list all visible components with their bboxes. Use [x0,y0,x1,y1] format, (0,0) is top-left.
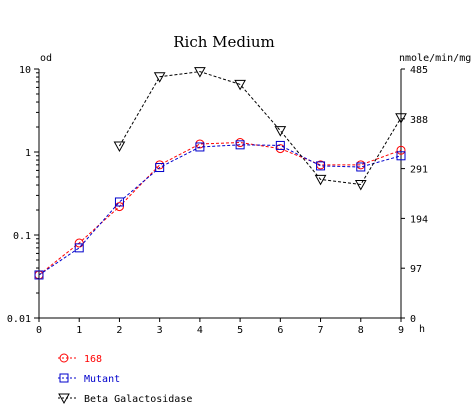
data-point-beta-galactosidase [274,126,287,137]
data-point-mutant [195,142,205,152]
data-point-mutant [235,140,245,150]
data-point-168 [114,202,124,212]
legend-marker-168 [59,353,69,363]
x-tick-label: 5 [237,325,243,336]
y-left-tick-label: 0.01 [7,314,31,325]
data-point-mutant [275,140,285,150]
series-line-mutant [38,144,402,276]
x-tick-label: 6 [277,325,283,336]
data-point-beta-galactosidase [354,180,367,191]
data-point-168 [396,145,406,155]
x-tick-label: 7 [318,325,324,336]
legend-marker-beta-galactosidase [58,393,70,405]
y-left-tick-label: 0.1 [13,231,31,242]
y-right-tick-label: 97 [410,264,422,275]
series-line-beta-galactosidase [118,71,402,186]
legend-label-168: 168 [84,354,102,365]
legend-label-mutant: Mutant [84,374,120,385]
data-point-mutant [74,243,84,253]
y-right-tick-label: 388 [410,115,428,126]
data-point-mutant [155,163,165,173]
y-right-tick-label: 291 [410,165,428,176]
x-tick-label: 4 [197,325,203,336]
data-point-mutant [316,161,326,171]
y-left-tick-label: 10 [19,65,31,76]
y-left-tick-label: 1 [25,148,31,159]
data-point-168 [74,238,84,248]
x-tick-label: 1 [76,325,82,336]
legend: 168 Mutant Beta Galactosidase [58,353,192,405]
y-right-tick-label: 485 [410,65,428,76]
data-point-beta-galactosidase [153,72,166,83]
data-point-mutant [34,270,44,280]
y-left-axis-label: od [40,53,52,64]
y-right-tick-label: 0 [410,314,416,325]
chart-title: Rich Medium [173,33,274,51]
data-point-beta-galactosidase [314,174,327,186]
data-point-beta-galactosidase [113,141,126,153]
x-tick-label: 3 [157,325,163,336]
x-axis-label: h [419,324,425,335]
x-tick-label: 8 [358,325,364,336]
y-right-axis-label: nmole/min/mg [399,53,471,64]
x-tick-label: 0 [36,325,42,336]
data-point-mutant [356,162,366,172]
y-right-tick-label: 194 [410,214,428,225]
series-line-168 [38,141,402,276]
data-point-beta-galactosidase [395,113,407,124]
axes: 0 1 2 3 4 5 6 7 8 9 0.01 0.1 1 10 0 97 194 291 388 485 [7,65,428,336]
x-tick-label: 2 [116,325,122,336]
data-point-mutant [396,151,406,161]
legend-marker-mutant [59,373,69,383]
plot-area [34,67,407,280]
data-point-beta-galactosidase [194,67,206,78]
x-tick-label: 9 [398,325,404,336]
legend-label-beta-galactosidase: Beta Galactosidase [84,394,192,405]
data-point-beta-galactosidase [234,79,246,91]
data-point-mutant [114,197,124,207]
